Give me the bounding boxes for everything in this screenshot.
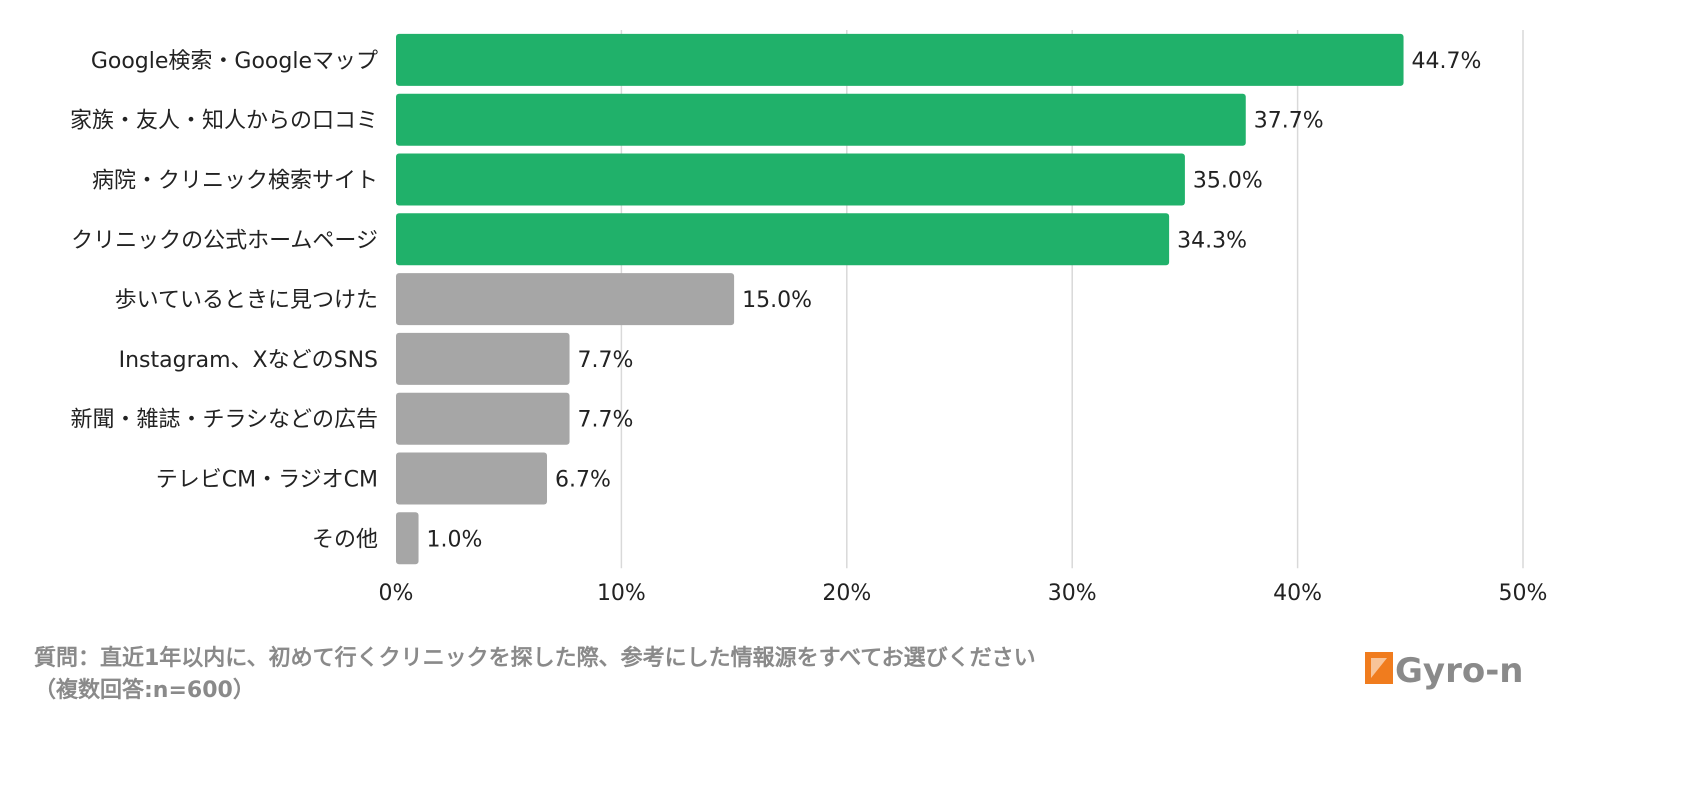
x-tick-label: 10% [597, 581, 646, 606]
logo-text: Gyro-n [1395, 651, 1524, 690]
bar [396, 273, 735, 326]
data-label: 37.7% [1254, 109, 1324, 134]
data-label: 6.7% [555, 468, 611, 493]
category-label: 家族・友人・知人からの口コミ [70, 109, 378, 134]
category-label: 病院・クリニック検索サイト [92, 169, 378, 194]
category-label: クリニックの公式ホームページ [71, 228, 378, 253]
data-label: 7.7% [578, 408, 634, 433]
bar [396, 512, 419, 565]
value-labels: 44.7% 37.7% 35.0% 34.3% 15.0% 7.7% 7.7% 6.7% 1.0… [427, 49, 1482, 552]
category-labels: Google検索・Googleマップ家族・友人・知人からの口コミ病院・クリニック… [70, 49, 378, 552]
data-label: 1.0% [427, 527, 483, 552]
survey-note: （複数回答:n=600） [34, 678, 255, 703]
survey-question: 質問：直近1年以内に、初めて行くクリニックを探した際、参考にした情報源をすべてお… [34, 646, 1036, 671]
x-tick-label: 20% [822, 581, 871, 606]
x-tick-label: 40% [1273, 581, 1322, 606]
data-label: 15.0% [742, 288, 812, 313]
bar [396, 33, 1404, 86]
category-label: 歩いているときに見つけた [115, 288, 378, 313]
bar [396, 153, 1185, 206]
data-label: 34.3% [1177, 228, 1247, 253]
category-label: 新聞・雑誌・チラシなどの広告 [70, 408, 378, 433]
category-label: その他 [312, 527, 378, 552]
x-tick-label: 30% [1048, 581, 1097, 606]
bars [396, 33, 1404, 565]
bar [396, 452, 548, 505]
bar [396, 392, 570, 445]
category-label: Google検索・Googleマップ [91, 49, 378, 74]
bar [396, 332, 570, 385]
bar [396, 93, 1246, 146]
gyro-n-logo: Gyro-n [1365, 651, 1524, 690]
data-label: 44.7% [1412, 49, 1482, 74]
data-label: 7.7% [578, 348, 634, 373]
x-tick-label: 50% [1499, 581, 1548, 606]
x-axis-ticks: 0% 10% 20% 30% 40% 50% [379, 581, 1548, 606]
bar [396, 213, 1170, 266]
category-label: テレビCM・ラジオCM [156, 468, 378, 493]
bar-chart: Google検索・Googleマップ家族・友人・知人からの口コミ病院・クリニック… [70, 30, 1548, 606]
x-tick-label: 0% [379, 581, 414, 606]
data-label: 35.0% [1193, 169, 1263, 194]
category-label: Instagram、XなどのSNS [119, 348, 378, 373]
